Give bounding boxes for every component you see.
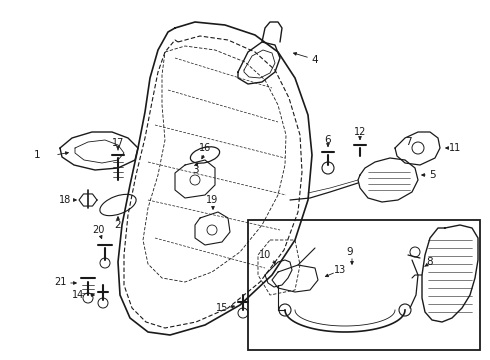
Text: 21: 21 — [54, 277, 66, 287]
Text: 20: 20 — [92, 225, 104, 235]
Text: 7: 7 — [405, 137, 411, 147]
Text: 11: 11 — [449, 143, 461, 153]
Text: 5: 5 — [429, 170, 435, 180]
Text: 13: 13 — [334, 265, 346, 275]
Text: 15: 15 — [216, 303, 228, 313]
Text: 12: 12 — [354, 127, 366, 137]
Text: 10: 10 — [259, 250, 271, 260]
Text: 8: 8 — [427, 257, 433, 267]
Text: 6: 6 — [325, 135, 331, 145]
Text: 2: 2 — [115, 220, 122, 230]
Text: 18: 18 — [59, 195, 71, 205]
Bar — [248, 220, 480, 350]
Text: 16: 16 — [199, 143, 211, 153]
Text: 17: 17 — [112, 138, 124, 148]
Text: 14: 14 — [72, 290, 84, 300]
Text: 4: 4 — [312, 55, 318, 65]
Text: 9: 9 — [347, 247, 353, 257]
Text: 1: 1 — [34, 150, 40, 160]
Text: 3: 3 — [192, 165, 198, 175]
Text: 19: 19 — [206, 195, 218, 205]
